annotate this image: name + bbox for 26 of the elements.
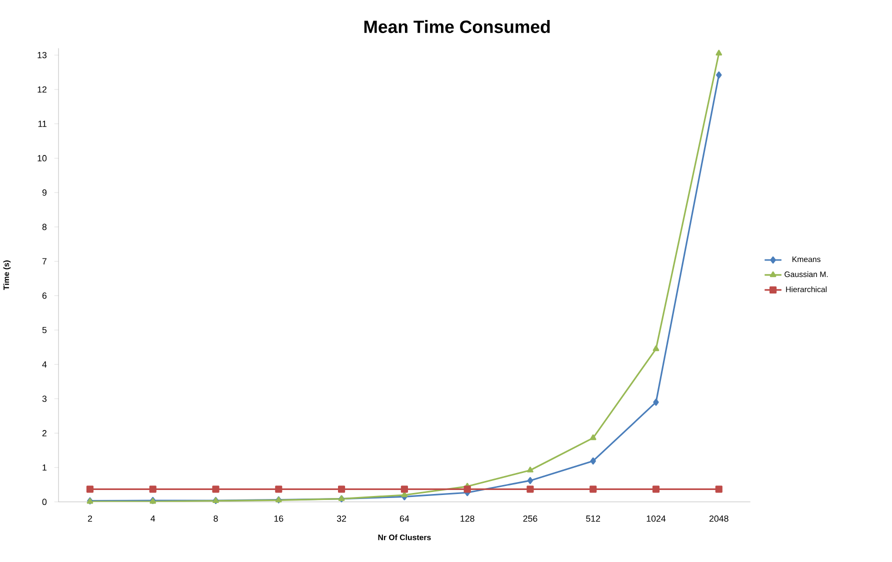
x-tick-label: 16 bbox=[274, 516, 284, 522]
x-tick-label: 1024 bbox=[646, 516, 666, 522]
x-tick-label: 2048 bbox=[709, 516, 728, 522]
y-tick-label: 8 bbox=[42, 224, 47, 230]
x-tick-label: 512 bbox=[586, 516, 600, 522]
y-tick-label: 6 bbox=[42, 292, 47, 299]
x-tick-label: 32 bbox=[336, 516, 346, 522]
y-tick-label: 2 bbox=[42, 430, 46, 436]
y-tick-label: 4 bbox=[42, 361, 47, 368]
x-tick-label: 128 bbox=[460, 516, 474, 522]
x-tick-label: 64 bbox=[400, 516, 410, 522]
y-tick-label: 7 bbox=[42, 258, 46, 264]
y-tick-label: 11 bbox=[38, 120, 46, 127]
x-tick-label: 8 bbox=[214, 516, 218, 522]
y-tick-label: 1 bbox=[42, 464, 46, 471]
x-tick-label: 2 bbox=[88, 516, 92, 522]
x-tick-label: 256 bbox=[523, 516, 538, 522]
y-tick-label: 0 bbox=[42, 498, 47, 506]
y-tick-label: 9 bbox=[42, 189, 46, 196]
y-tick-label: 10 bbox=[38, 155, 47, 162]
y-tick-label: 13 bbox=[38, 52, 47, 58]
chart-title: Mean Time Consumed bbox=[364, 20, 550, 34]
y-tick-label: 3 bbox=[42, 396, 47, 402]
y-tick-label: 5 bbox=[42, 326, 47, 334]
x-tick-label: 4 bbox=[150, 516, 156, 522]
y-tick-label: 12 bbox=[38, 86, 46, 93]
